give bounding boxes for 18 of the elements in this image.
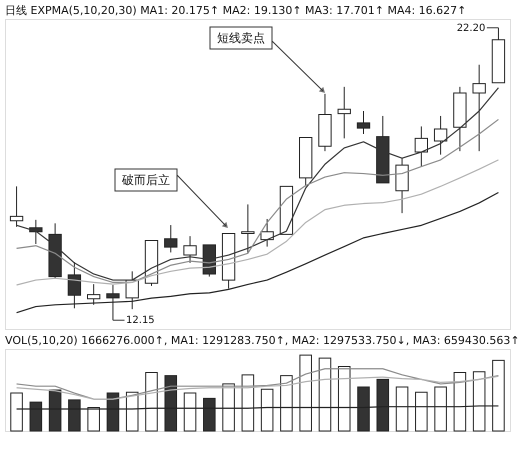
candlestick (434, 115, 448, 156)
annotation: 12.15 (126, 315, 155, 326)
candlestick (183, 236, 197, 264)
candlestick (414, 126, 428, 168)
candlestick (241, 204, 255, 254)
annotation: 破而后立 (121, 173, 170, 187)
candlestick (472, 64, 486, 152)
candlestick (164, 224, 178, 253)
candlestick (86, 284, 100, 306)
candlestick (126, 270, 139, 310)
candlestick (29, 219, 43, 244)
annotation: 短线卖点 (217, 31, 265, 45)
annotation: 22.20 (456, 22, 486, 34)
candlestick (338, 86, 351, 139)
candlestick (356, 110, 370, 134)
candlestick (10, 186, 24, 228)
chart-title: VOL(5,10,20) 1666276.000↑, MA1: 1291283.750↑, MA2: 1297533.750↓, MA3: 659430.563↑ (5, 334, 520, 347)
chart-title: 日线 EXPMA(5,10,20,30) MA1: 20.175↑ MA2: 19.130↑ MA3: 17.701↑ MA4: 16.627↑ (5, 4, 466, 17)
